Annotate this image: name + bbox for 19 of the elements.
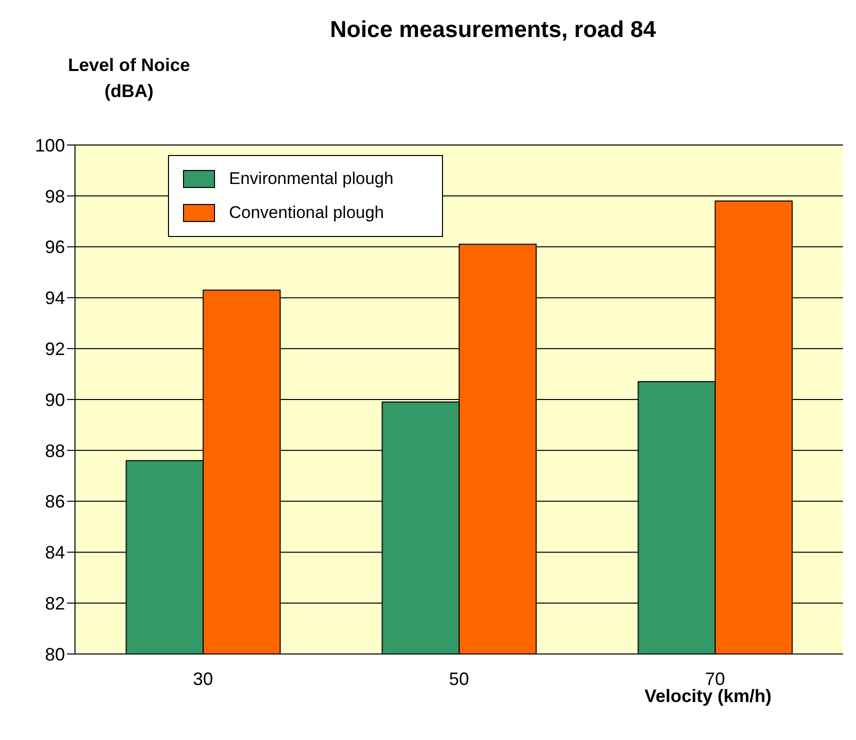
legend-label: Conventional plough (229, 202, 384, 224)
y-axis-title: Level of Noice (dBA) (66, 54, 192, 103)
y-tick-label: 84 (44, 542, 65, 563)
x-axis-title: Velocity (km/h) (643, 686, 773, 707)
y-tick-label: 98 (44, 186, 65, 206)
y-tick-label: 90 (44, 390, 65, 410)
y-tick-label: 96 (44, 237, 65, 258)
chart-title: Noice measurements, road 84 (329, 16, 657, 43)
legend-label: Environmental plough (229, 168, 394, 190)
y-tick-label: 86 (44, 492, 65, 512)
y-tick-label: 94 (44, 288, 65, 308)
y-tick-label: 80 (44, 644, 65, 664)
y-tick-label: 92 (44, 338, 65, 359)
y-tick-label: 100 (34, 135, 65, 156)
y-tick-label: 82 (44, 593, 65, 614)
x-tick-label: 50 (448, 668, 470, 689)
x-tick-label: 70 (704, 668, 726, 689)
x-tick-label: 30 (192, 668, 214, 689)
y-tick-label: 88 (44, 440, 65, 461)
